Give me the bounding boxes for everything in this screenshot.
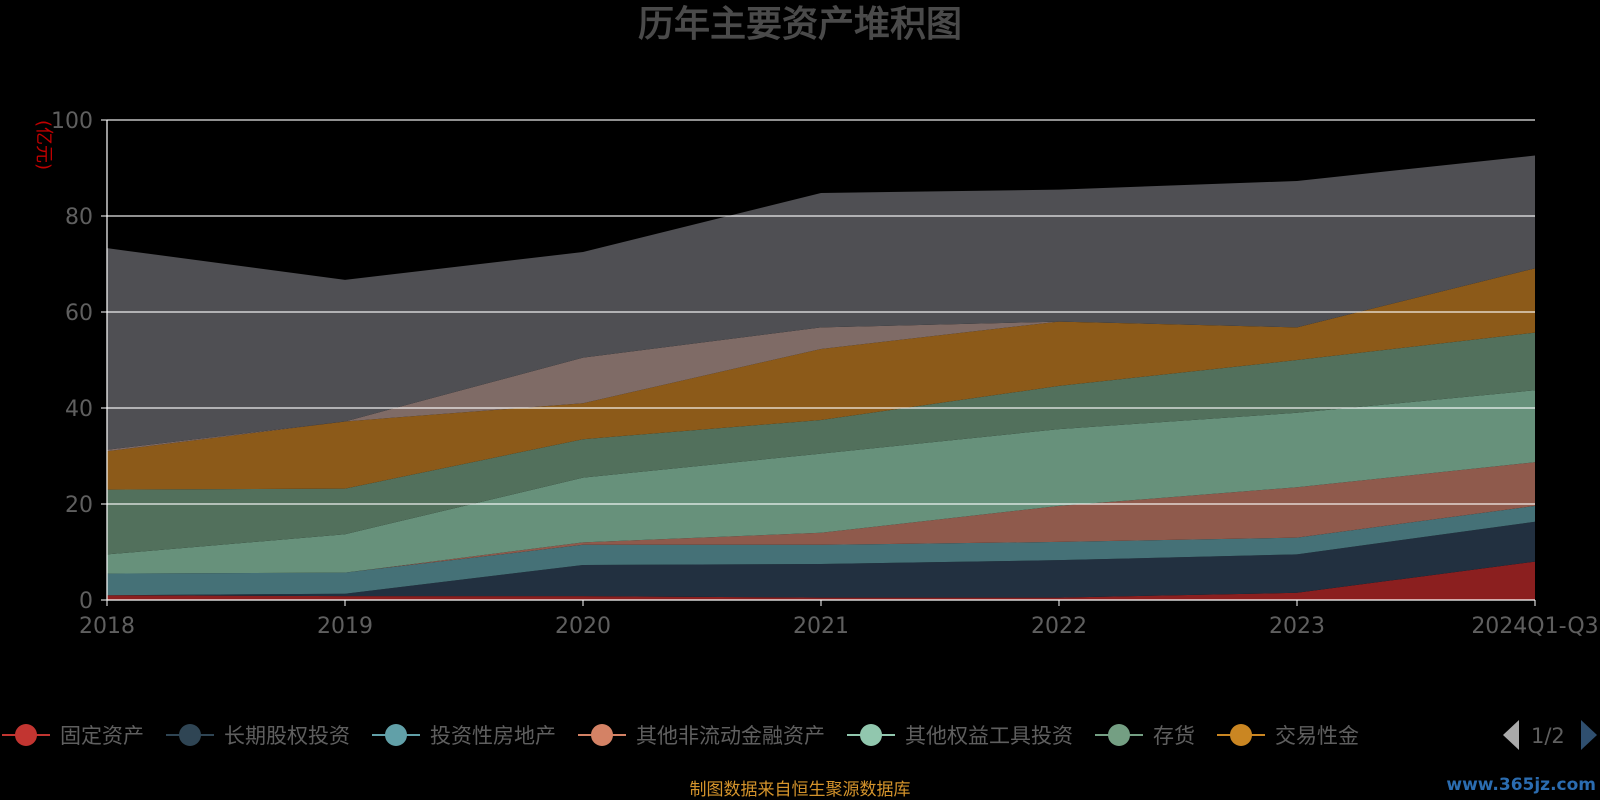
legend-marker — [385, 724, 407, 746]
y-tick-label: 20 — [65, 493, 93, 518]
stacked-areas — [107, 155, 1535, 600]
legend-label: 交易性金 — [1275, 724, 1359, 748]
legend-page-indicator: 1/2 — [1531, 724, 1565, 748]
source-note: 制图数据来自恒生聚源数据库 — [690, 780, 911, 800]
series-area-1 — [107, 521, 1535, 598]
legend-marker — [591, 724, 613, 746]
x-tick-label: 2018 — [79, 614, 135, 639]
legend-item[interactable]: 投资性房地产 — [372, 724, 556, 748]
series-area-3 — [107, 462, 1535, 574]
legend-item[interactable]: 固定资产 — [2, 724, 144, 748]
axes: 0 20 40 60 80 100 2018 2019 2020 2021 2022 2023 2024… — [51, 109, 1599, 639]
legend-marker — [1230, 724, 1252, 746]
y-tick-label: 40 — [65, 397, 93, 422]
x-tick-label: 2024Q1-Q3 — [1471, 614, 1598, 639]
legend-item[interactable]: 其他权益工具投资 — [847, 724, 1073, 748]
legend-label: 长期股权投资 — [224, 724, 350, 748]
y-tick-label: 80 — [65, 205, 93, 230]
series-area-0 — [107, 561, 1535, 600]
legend-label: 其他非流动金融资产 — [636, 724, 825, 748]
legend-marker — [15, 724, 37, 746]
triangle-left-icon[interactable] — [1503, 720, 1519, 750]
legend-item[interactable]: 交易性金 — [1217, 724, 1359, 748]
x-tick-label: 2021 — [793, 614, 849, 639]
grid-lines — [107, 119, 1535, 505]
watermark: www.365jz.com — [1446, 775, 1596, 795]
series-area-6 — [107, 268, 1535, 490]
x-tick-label: 2022 — [1031, 614, 1087, 639]
series-area-7 — [107, 268, 1535, 452]
y-tick-label: 60 — [65, 301, 93, 326]
legend-label: 其他权益工具投资 — [905, 724, 1073, 748]
series-area-2 — [107, 505, 1535, 596]
legend-marker — [1108, 724, 1130, 746]
series-area-5 — [107, 332, 1535, 555]
legend-item[interactable]: 其他非流动金融资产 — [578, 724, 825, 748]
legend-label: 投资性房地产 — [430, 724, 556, 748]
y-tick-label: 100 — [51, 109, 93, 134]
legend-marker — [860, 724, 882, 746]
legend-item[interactable]: 长期股权投资 — [166, 724, 350, 748]
series-area-8 — [107, 155, 1535, 450]
triangle-right-icon[interactable] — [1581, 720, 1597, 750]
legend[interactable]: 固定资产 长期股权投资 投资性房地产 其他非流动金融资产 其他权益工具投资 存货 交易性金 1… — [2, 720, 1597, 750]
y-axis-unit-label: (亿元) — [33, 120, 54, 170]
legend-label: 存货 — [1153, 724, 1195, 748]
legend-marker — [179, 724, 201, 746]
x-tick-label: 2023 — [1269, 614, 1325, 639]
legend-label: 固定资产 — [60, 724, 144, 748]
legend-item[interactable]: 存货 — [1095, 724, 1195, 748]
x-tick-label: 2020 — [555, 614, 611, 639]
chart-title: 历年主要资产堆积图 — [638, 4, 962, 45]
y-tick-label: 0 — [79, 589, 93, 614]
series-area-4 — [107, 390, 1535, 574]
x-tick-label: 2019 — [317, 614, 373, 639]
